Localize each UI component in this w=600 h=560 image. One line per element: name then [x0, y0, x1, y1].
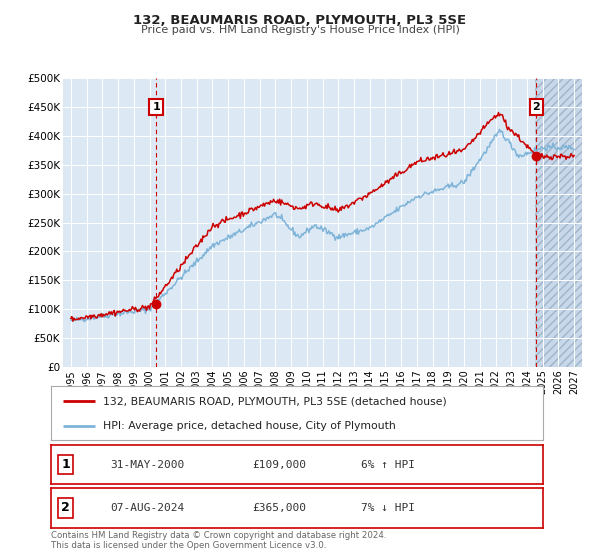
Text: 31-MAY-2000: 31-MAY-2000: [110, 460, 184, 470]
Text: 07-AUG-2024: 07-AUG-2024: [110, 503, 184, 513]
Text: 6% ↑ HPI: 6% ↑ HPI: [361, 460, 415, 470]
Text: Price paid vs. HM Land Registry's House Price Index (HPI): Price paid vs. HM Land Registry's House …: [140, 25, 460, 35]
Text: 7% ↓ HPI: 7% ↓ HPI: [361, 503, 415, 513]
Text: 1: 1: [152, 102, 160, 112]
Text: Contains HM Land Registry data © Crown copyright and database right 2024.
This d: Contains HM Land Registry data © Crown c…: [51, 531, 386, 550]
Text: HPI: Average price, detached house, City of Plymouth: HPI: Average price, detached house, City…: [103, 421, 395, 431]
Text: 2: 2: [61, 501, 70, 515]
Text: £365,000: £365,000: [253, 503, 307, 513]
Text: 132, BEAUMARIS ROAD, PLYMOUTH, PL3 5SE: 132, BEAUMARIS ROAD, PLYMOUTH, PL3 5SE: [133, 14, 467, 27]
Text: 1: 1: [61, 458, 70, 472]
Point: [151, 300, 161, 309]
Text: 2: 2: [533, 102, 540, 112]
Text: £109,000: £109,000: [253, 460, 307, 470]
Point: [532, 152, 541, 161]
Text: 132, BEAUMARIS ROAD, PLYMOUTH, PL3 5SE (detached house): 132, BEAUMARIS ROAD, PLYMOUTH, PL3 5SE (…: [103, 396, 446, 407]
Bar: [535, 78, 582, 367]
